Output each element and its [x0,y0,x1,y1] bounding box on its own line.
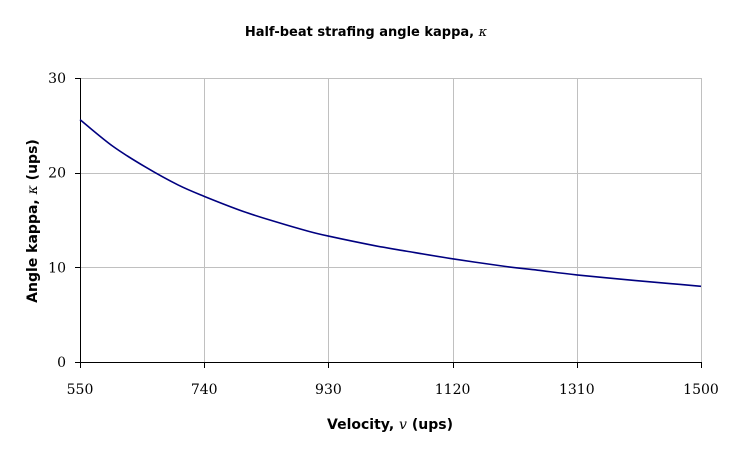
y-tick-label: 20 [48,166,66,182]
y-axis-title: Angle kappa, κ (ups) [25,139,41,303]
x-axis-title-symbol: v [399,417,407,433]
x-tick-labels: 550 740 930 1120 1310 1500 [67,382,719,398]
x-axis-title: Velocity, v (ups) [327,417,453,433]
grid-lines [80,78,702,362]
x-tick-label: 550 [67,382,94,398]
axes [80,78,701,363]
x-axis-title-unit: (ups) [407,417,453,433]
tick-marks [75,78,702,368]
chart-title: Half-beat strafing angle kappa, κ [245,25,488,40]
x-tick-label: 740 [191,382,218,398]
x-tick-label: 1120 [435,382,471,398]
series-layer [79,119,702,288]
chart-title-text: Half-beat strafing angle kappa, [245,25,479,40]
y-tick-label: 0 [57,355,66,371]
x-tick-label: 1500 [683,382,719,398]
y-axis-title-symbol: κ [25,185,41,195]
y-tick-label: 30 [48,71,66,87]
x-tick-label: 1310 [559,382,595,398]
x-tick-label: 930 [315,382,342,398]
y-tick-labels: 0 10 20 30 [48,71,66,371]
series-line [79,119,702,288]
x-axis-title-text: Velocity, [327,417,399,433]
y-tick-label: 10 [48,260,66,276]
y-axis-title-unit: (ups) [25,139,41,185]
chart-title-symbol: κ [478,25,488,40]
y-axis-title-text: Angle kappa, [25,194,41,302]
